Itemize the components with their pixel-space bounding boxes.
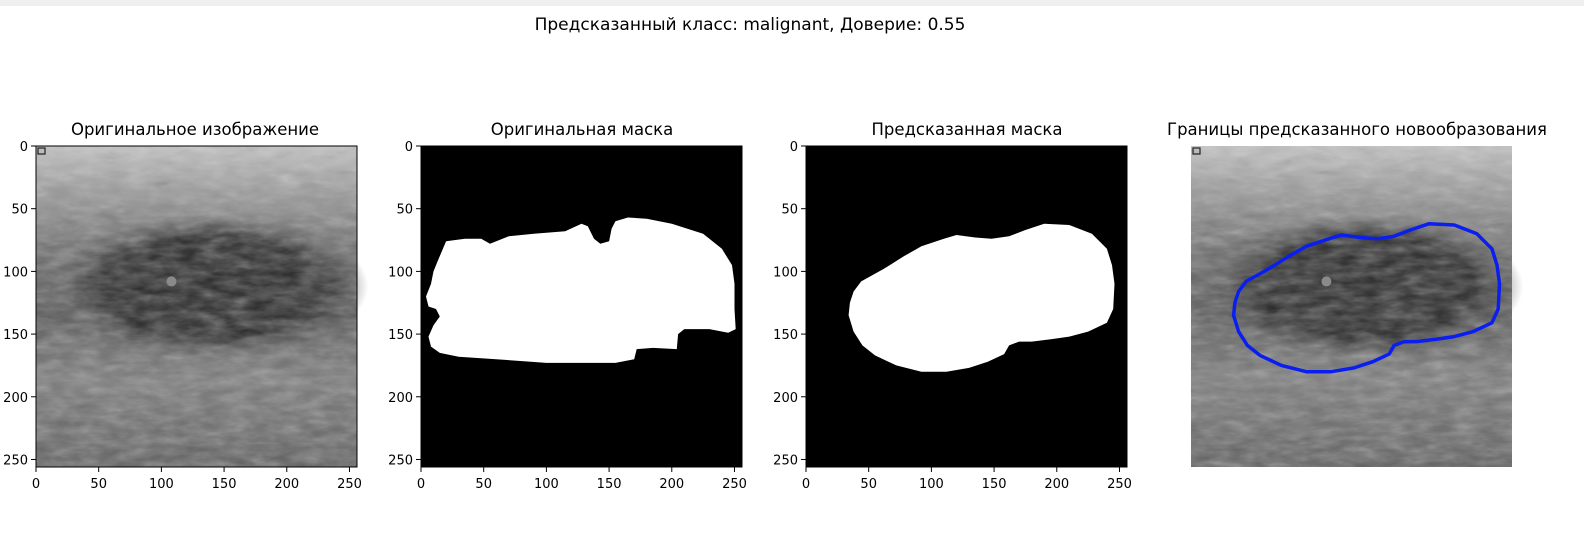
x-tick-label: 0 bbox=[802, 477, 810, 492]
y-tick-label: 50 bbox=[781, 203, 798, 218]
y-tick-label: 250 bbox=[388, 453, 413, 468]
x-tick-label: 250 bbox=[337, 477, 362, 492]
figure-suptitle: Предсказанный класс: malignant, Доверие:… bbox=[534, 15, 966, 35]
window-top-strip bbox=[0, 0, 1584, 6]
y-tick-label: 0 bbox=[20, 140, 28, 155]
x-tick-label: 100 bbox=[919, 477, 944, 492]
y-tick-label: 0 bbox=[405, 140, 413, 155]
panel-original-mask: Оригинальная маска 0 50 100 150 200 250 0 50 100… bbox=[385, 120, 755, 500]
panel-image: 0 50 100 150 200 250 0 50 100 150 200 250 bbox=[773, 140, 1132, 492]
panel-image: 0 50 100 150 200 250 0 50 100 150 200 250 bbox=[388, 140, 747, 492]
x-tick-label: 150 bbox=[982, 477, 1007, 492]
y-tick-label: 0 bbox=[790, 140, 798, 155]
x-tick-label: 250 bbox=[1107, 477, 1132, 492]
y-tick-label: 50 bbox=[11, 203, 28, 218]
y-tick-label: 200 bbox=[3, 391, 28, 406]
y-tick-label: 100 bbox=[773, 265, 798, 280]
y-tick-label: 150 bbox=[388, 328, 413, 343]
panel-image bbox=[1191, 146, 1524, 467]
y-tick-label: 250 bbox=[3, 453, 28, 468]
y-tick-label: 150 bbox=[773, 328, 798, 343]
y-tick-label: 150 bbox=[3, 328, 28, 343]
x-tick-label: 150 bbox=[597, 477, 622, 492]
panel-title: Предсказанная маска bbox=[871, 120, 1063, 139]
lesion-boundary-contour bbox=[1231, 221, 1502, 374]
panel-image: 0 50 100 150 200 250 0 50 100 150 200 250 bbox=[3, 140, 369, 492]
y-tick-label: 50 bbox=[396, 203, 413, 218]
y-tick-label: 100 bbox=[3, 265, 28, 280]
x-tick-label: 100 bbox=[534, 477, 559, 492]
panel-predicted-mask: Предсказанная маска 0 50 100 150 200 250 0 50 10… bbox=[770, 120, 1140, 500]
lesion-mask-region bbox=[426, 217, 736, 363]
x-tick-label: 50 bbox=[860, 477, 877, 492]
x-tick-label: 50 bbox=[475, 477, 492, 492]
panel-title: Оригинальная маска bbox=[490, 120, 674, 139]
x-tick-label: 50 bbox=[90, 477, 107, 492]
y-tick-label: 200 bbox=[773, 391, 798, 406]
x-tick-label: 200 bbox=[659, 477, 684, 492]
x-tick-label: 0 bbox=[417, 477, 425, 492]
y-tick-label: 250 bbox=[773, 453, 798, 468]
panel-predicted-boundaries: Границы предсказанного новообразования bbox=[1155, 120, 1547, 500]
panel-original-image: Оригинальное изображение 0 50 100 150 200 250… bbox=[0, 120, 370, 500]
x-tick-label: 150 bbox=[212, 477, 237, 492]
y-tick-label: 200 bbox=[388, 391, 413, 406]
x-tick-label: 250 bbox=[722, 477, 747, 492]
panel-title: Оригинальное изображение bbox=[70, 120, 320, 139]
x-tick-label: 200 bbox=[274, 477, 299, 492]
x-tick-label: 200 bbox=[1044, 477, 1069, 492]
x-tick-label: 0 bbox=[32, 477, 40, 492]
y-tick-label: 100 bbox=[388, 265, 413, 280]
x-tick-label: 100 bbox=[149, 477, 174, 492]
lesion-mask-region bbox=[848, 223, 1115, 372]
panel-title: Границы предсказанного новообразования bbox=[1167, 120, 1547, 139]
